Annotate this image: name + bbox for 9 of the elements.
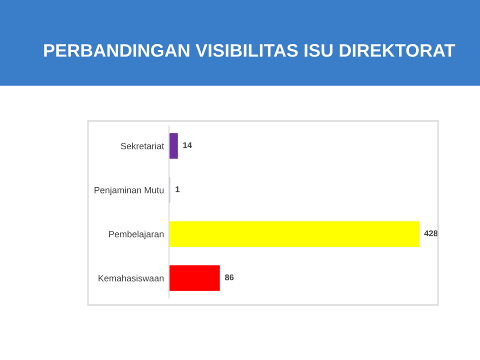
data-label: 14 [183, 142, 192, 148]
data-label: 1 [176, 186, 180, 192]
chart-title: PERBANDINGAN VISIBILITAS ISU DIREKTORAT [44, 44, 456, 57]
data-label: 428 [424, 230, 438, 236]
y-tick-label: Penjaminan Mutu [94, 186, 164, 196]
data-label: 86 [224, 274, 234, 280]
y-tick-label: Sekretariat [120, 142, 164, 150]
y-tick-label: Pembelajaran [109, 230, 164, 240]
y-tick-label: Kemahasiswaan [98, 274, 164, 282]
